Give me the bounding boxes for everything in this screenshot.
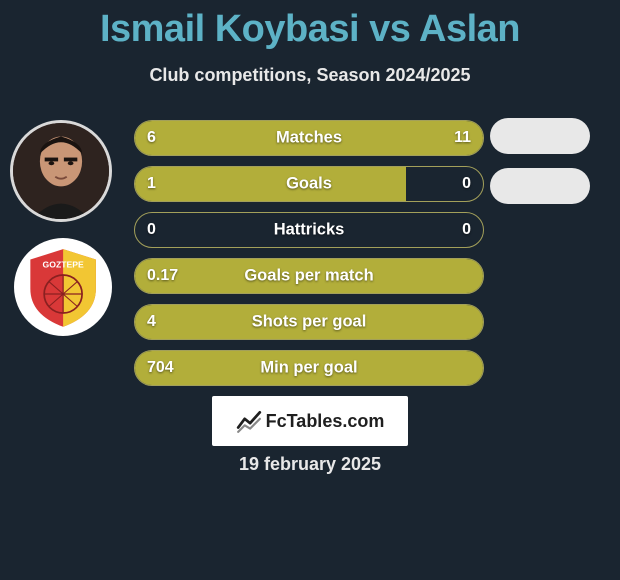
stat-bar: Goals 1 0	[134, 166, 484, 202]
page-subtitle: Club competitions, Season 2024/2025	[0, 65, 620, 86]
bar-gap	[406, 167, 483, 201]
opponent-pill	[490, 168, 590, 204]
chart-icon	[236, 408, 262, 434]
stat-value-left: 0.17	[147, 267, 178, 285]
stat-value-left: 6	[147, 129, 156, 147]
player-avatar	[10, 120, 112, 222]
stat-bar: Matches 6 11	[134, 120, 484, 156]
stat-bar: Min per goal 704	[134, 350, 484, 386]
stat-bar: Shots per goal 4	[134, 304, 484, 340]
stat-value-right: 0	[462, 221, 471, 239]
stat-bar: Hattricks 0 0	[134, 212, 484, 248]
stat-bar: Goals per match 0.17	[134, 258, 484, 294]
right-pill-column	[490, 118, 602, 204]
stat-label: Shots per goal	[252, 313, 367, 332]
stat-value-left: 0	[147, 221, 156, 239]
club-name-text: GOZTEPE	[42, 259, 83, 269]
page-title: Ismail Koybasi vs Aslan	[0, 0, 620, 51]
stat-label: Hattricks	[274, 221, 345, 240]
stat-value-left: 1	[147, 175, 156, 193]
stat-bars: Matches 6 11 Goals 1 0 Hattricks 0 0 Goals per ma…	[134, 120, 484, 386]
stat-value-left: 704	[147, 359, 174, 377]
player-avatar-icon	[13, 123, 109, 219]
bar-fill-left	[135, 167, 406, 201]
stat-value-left: 4	[147, 313, 156, 331]
opponent-pill	[490, 118, 590, 154]
stat-label: Goals	[286, 175, 332, 194]
club-badge-icon: GOZTEPE	[20, 244, 106, 330]
footer-date: 19 february 2025	[239, 454, 381, 475]
stat-label: Goals per match	[244, 267, 373, 286]
left-avatar-column: GOZTEPE	[10, 120, 120, 336]
stat-label: Matches	[276, 129, 342, 148]
watermark-badge: FcTables.com	[212, 396, 408, 446]
club-badge: GOZTEPE	[14, 238, 112, 336]
stat-value-right: 11	[454, 129, 471, 147]
watermark-text: FcTables.com	[266, 411, 385, 432]
infographic-root: Ismail Koybasi vs Aslan Club competition…	[0, 0, 620, 580]
stat-value-right: 0	[462, 175, 471, 193]
stat-label: Min per goal	[260, 359, 357, 378]
